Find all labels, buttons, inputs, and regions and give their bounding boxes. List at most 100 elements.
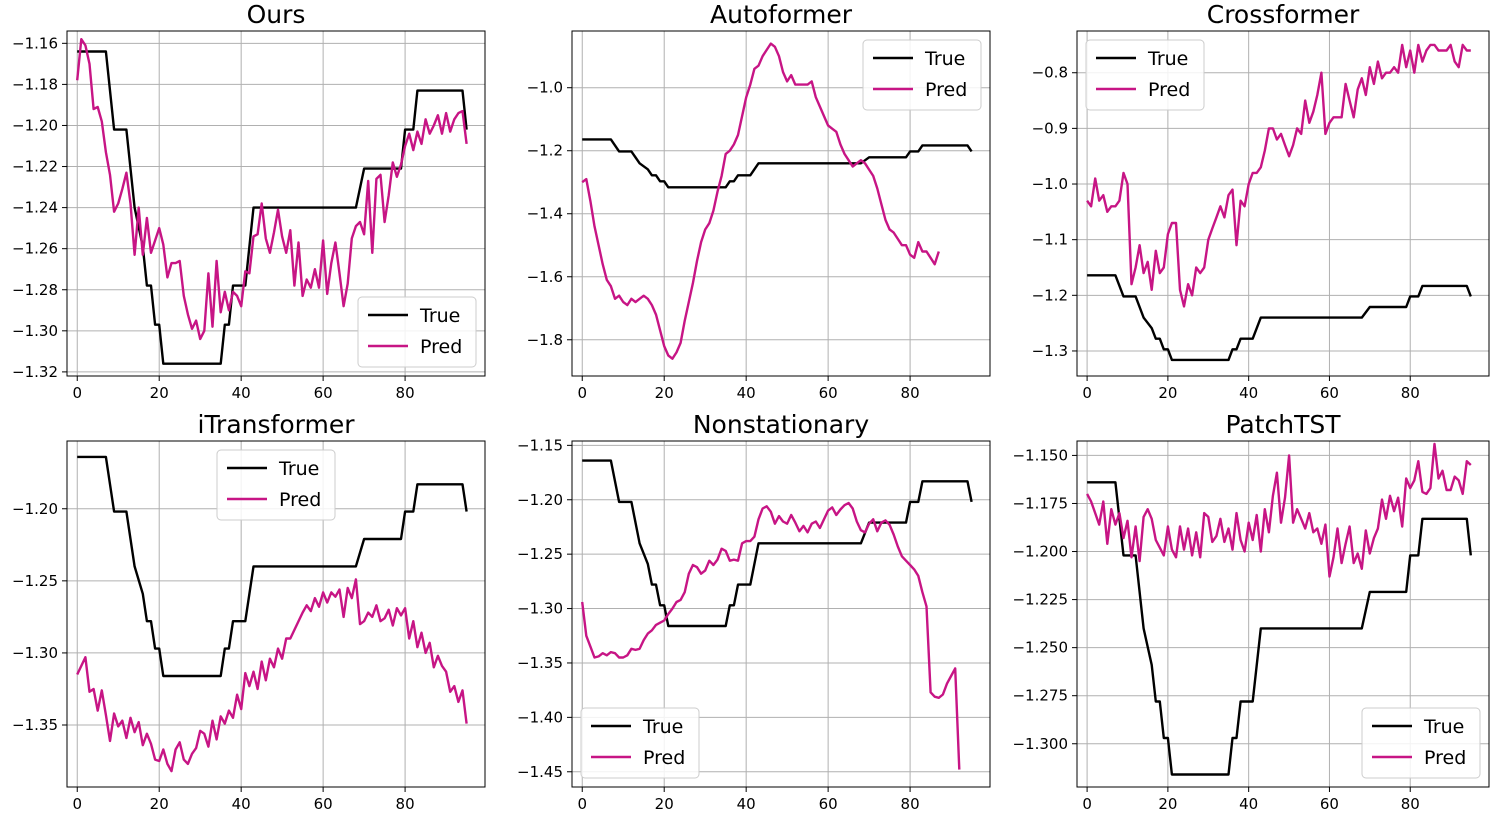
x-tick-label: 60: [819, 795, 838, 813]
y-tick-label: −1.40: [517, 708, 563, 726]
chart-panel-itransformer: 0 20 40 60 80 −1.35 −1.30 −1.25 −1.20 iTransforme…: [12, 410, 486, 813]
y-tick-label: −1.30: [517, 600, 563, 618]
y-tick-label: −0.9: [1032, 119, 1068, 137]
chart-panel-nonstationary: 0 20 40 60 80 −1.45 −1.40 −1.35 −1.30 −1.25 −1.20 −…: [517, 410, 991, 813]
x-tick-label: 80: [1401, 795, 1420, 813]
axes-frame: [66, 30, 486, 377]
x-tick-label: 0: [72, 384, 82, 402]
y-tick-label: −1.275: [1012, 687, 1068, 705]
x-tick-label: 0: [1082, 795, 1092, 813]
y-tick-label: −1.26: [12, 240, 58, 258]
y-tick-label: −1.18: [12, 75, 58, 93]
y-tick-label: −1.24: [12, 199, 58, 217]
x-tick-label: 20: [150, 384, 169, 402]
x-tick-label: 40: [1239, 795, 1258, 813]
series-line-pred: [581, 501, 961, 770]
y-tick-label: −1.8: [527, 331, 563, 349]
x-tick-label: 80: [901, 795, 920, 813]
x-tick-label: 60: [314, 795, 333, 813]
x-tick-label: 40: [1239, 384, 1258, 402]
y-tick-label: −0.8: [1032, 64, 1068, 82]
chart-panel-ours: 0 20 40 60 80 −1.32 −1.30 −1.28 −1.26 −1.24 −1.22 −…: [12, 0, 486, 402]
legend-label-true: True: [1423, 716, 1464, 738]
legend-label-true: True: [924, 48, 965, 70]
x-tick-label: 40: [232, 384, 251, 402]
y-tick-label: −1.20: [517, 491, 563, 509]
x-tick-label: 20: [655, 384, 674, 402]
legend: True Pred: [580, 707, 700, 779]
y-tick-label: −1.3: [1032, 342, 1068, 360]
series-line-pred: [581, 42, 940, 360]
chart-title: Crossformer: [1207, 0, 1360, 29]
y-tick-label: −1.16: [12, 34, 58, 52]
series-line-true: [582, 459, 973, 628]
x-tick-label: 20: [1158, 384, 1177, 402]
legend: True Pred: [216, 449, 336, 521]
y-tick-label: −1.25: [517, 545, 563, 563]
legend-label-pred: Pred: [1148, 79, 1190, 101]
series-line-pred: [1086, 442, 1472, 578]
legend: True Pred: [862, 39, 982, 111]
axes-frame: [571, 30, 991, 377]
y-tick-label: −1.30: [12, 322, 58, 340]
y-tick-label: −1.150: [1012, 446, 1068, 464]
series-line-pred: [1086, 43, 1471, 308]
x-tick-label: 80: [1401, 384, 1420, 402]
y-tick-label: −1.32: [12, 363, 58, 381]
series-line-true: [582, 138, 973, 189]
x-tick-label: 80: [396, 384, 415, 402]
series-line-pred: [76, 578, 468, 773]
series-line-true: [77, 455, 468, 678]
axes-frame: [1076, 30, 1490, 377]
legend-label-true: True: [642, 716, 683, 738]
x-tick-label: 20: [1158, 795, 1177, 813]
legend: True Pred: [357, 296, 477, 368]
x-tick-label: 40: [737, 795, 756, 813]
y-tick-label: −1.0: [1032, 175, 1068, 193]
y-tick-label: −1.2: [527, 142, 563, 160]
legend-label-true: True: [419, 305, 460, 327]
series-line-pred: [76, 38, 468, 341]
axes-frame: [571, 440, 991, 788]
chart-title: iTransformer: [198, 410, 356, 439]
chart-title: Nonstationary: [693, 410, 869, 439]
x-tick-label: 20: [655, 795, 674, 813]
y-tick-label: −1.300: [1012, 735, 1068, 753]
legend: True Pred: [1085, 39, 1205, 111]
y-tick-label: −1.4: [527, 205, 563, 223]
chart-title: PatchTST: [1225, 410, 1341, 439]
x-tick-label: 0: [577, 384, 587, 402]
x-tick-label: 0: [72, 795, 82, 813]
x-tick-label: 60: [1320, 795, 1339, 813]
y-tick-label: −1.28: [12, 281, 58, 299]
chart-title: Ours: [247, 0, 306, 29]
y-tick-label: −1.175: [1012, 494, 1068, 512]
y-tick-label: −1.225: [1012, 591, 1068, 609]
x-tick-label: 40: [737, 384, 756, 402]
y-tick-label: −1.30: [12, 644, 58, 662]
y-tick-label: −1.2: [1032, 286, 1068, 304]
y-tick-label: −1.45: [517, 763, 563, 781]
axes-frame: [1076, 440, 1490, 788]
chart-panel-crossformer: 0 20 40 60 80 −1.3 −1.2 −1.1 −1.0 −0.9 −0.8 Crossfo…: [1032, 0, 1490, 402]
y-tick-label: −1.250: [1012, 639, 1068, 657]
y-tick-label: −1.35: [517, 654, 563, 672]
x-tick-label: 80: [396, 795, 415, 813]
x-tick-label: 60: [1320, 384, 1339, 402]
series-line-true: [1087, 481, 1472, 776]
y-tick-label: −1.0: [527, 79, 563, 97]
y-tick-label: −1.1: [1032, 231, 1068, 249]
series-line-true: [1087, 274, 1472, 362]
legend-label-pred: Pred: [420, 336, 462, 358]
x-tick-label: 60: [819, 384, 838, 402]
legend-label-true: True: [1147, 48, 1188, 70]
legend-label-true: True: [278, 458, 319, 480]
legend-label-pred: Pred: [925, 79, 967, 101]
chart-panel-autoformer: 0 20 40 60 80 −1.8 −1.6 −1.4 −1.2 −1.0 Autoformer T…: [527, 0, 991, 402]
legend-label-pred: Pred: [643, 747, 685, 769]
y-tick-label: −1.200: [1012, 543, 1068, 561]
x-tick-label: 20: [150, 795, 169, 813]
y-tick-label: −1.15: [517, 436, 563, 454]
legend-label-pred: Pred: [1424, 747, 1466, 769]
y-tick-label: −1.20: [12, 500, 58, 518]
